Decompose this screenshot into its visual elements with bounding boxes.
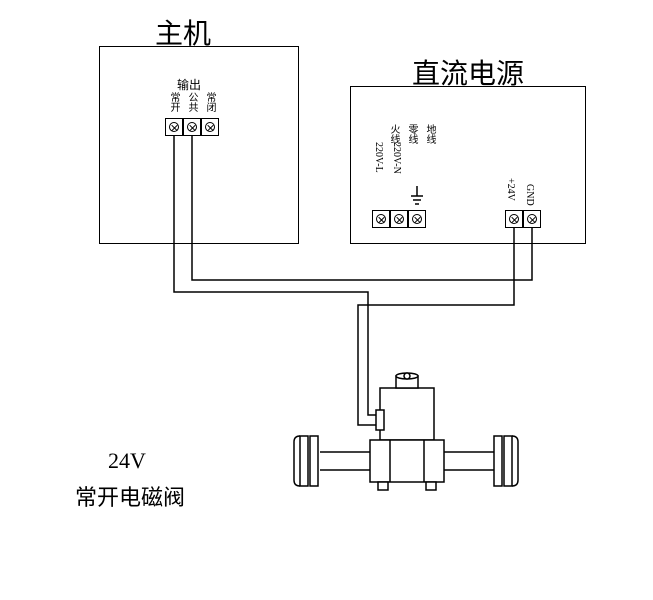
power-out-terminals [505, 210, 541, 228]
power-in-label-0b: 火线 [386, 124, 401, 144]
power-out-24v [505, 210, 523, 228]
ground-icon [410, 186, 424, 208]
power-out-label-0: +24V [505, 178, 516, 201]
power-in-label-1a: 220V-N [391, 142, 402, 174]
host-terminal-no [165, 118, 183, 136]
power-in-label-2b: 地线 [422, 124, 437, 144]
output-label: 输出 [177, 76, 201, 93]
power-out-gnd [523, 210, 541, 228]
host-terminals [165, 118, 219, 136]
host-term-label-1: 公共 [184, 92, 199, 112]
power-in-terminals [372, 210, 426, 228]
power-in-GND [408, 210, 426, 228]
power-in-label-0a: 220V-L [373, 142, 384, 173]
power-in-L [372, 210, 390, 228]
valve-voltage-label: 24V [108, 448, 146, 474]
host-terminal-com [183, 118, 201, 136]
host-terminal-nc [201, 118, 219, 136]
power-in-label-1b: 零线 [404, 124, 419, 144]
power-out-label-1: GND [524, 184, 535, 206]
valve-type-label: 常开电磁阀 [75, 480, 185, 512]
power-in-N [390, 210, 408, 228]
host-box: 输出 [99, 46, 299, 244]
host-term-label-0: 常开 [166, 92, 181, 112]
host-term-label-2: 常闭 [202, 92, 217, 112]
